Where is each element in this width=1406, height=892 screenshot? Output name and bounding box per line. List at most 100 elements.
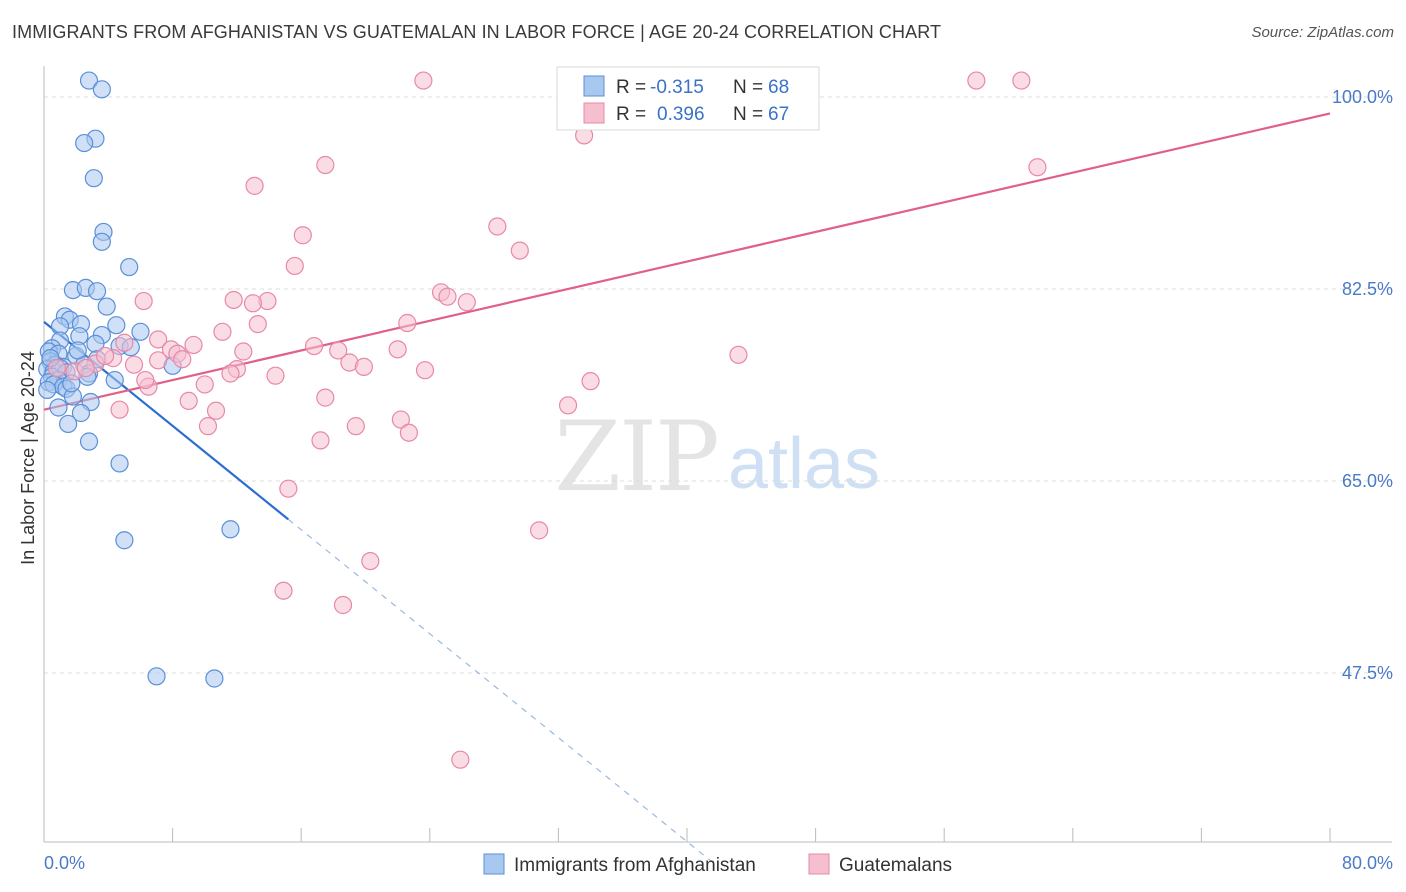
afghanistan-point-1 [92,80,111,99]
guatemalan-point-40 [266,366,285,385]
afghanistan-point-52 [79,432,99,451]
y-tick-label-1: 82.5% [1342,279,1393,299]
guatemalan-point-53 [311,431,330,450]
guatemalan-point-59 [451,750,470,769]
guatemalan-point-38 [47,358,66,378]
legend-r-value-1: -0.315 [650,77,704,98]
guatemalan-point-26 [388,340,407,359]
guatemalan-point-42 [195,375,214,394]
afghanistan-point-10 [87,282,107,301]
x-tick-labels: 0.0% 80.0% [44,853,1393,873]
series-legend: Immigrants from Afghanistan Guatemalans [483,853,952,876]
y-tick-label-2: 65.0% [1342,471,1393,491]
afghanistan-trend-extension [287,518,712,862]
bottom-legend-afghanistan: Immigrants from Afghanistan [514,855,756,876]
guatemalan-point-47 [110,400,129,419]
guatemalan-point-5 [316,155,335,175]
legend-r-value-2: 0.396 [657,104,705,125]
legend-swatch-afghanistan [583,75,605,97]
guatemalan-point-44 [316,388,335,407]
guatemalan-point-18 [243,294,263,313]
guatemalan-point-11 [285,256,304,276]
guatemalan-point-19 [398,313,417,333]
legend-r-label-1: R = [616,77,646,98]
legend-swatch-guatemalan [583,102,605,124]
bottom-legend-guatemalan: Guatemalans [839,855,952,876]
guatemalan-trend-line [43,112,1331,411]
guatemalan-point-8 [488,217,507,236]
afghanistan-point-6 [92,232,111,251]
afghanistan-point-54 [221,520,240,539]
guatemalan-point-57 [274,581,293,600]
guatemalan-point-65 [234,342,253,361]
guatemalan-point-54 [279,479,298,498]
afghanistan-point-45 [38,380,57,400]
guatemalan-point-22 [149,330,168,349]
afghanistan-point-61 [68,341,87,360]
guatemalan-point-31 [149,351,168,370]
guatemalan-point-20 [248,315,267,334]
guatemalan-point-48 [206,401,226,420]
afghanistan-point-17 [131,322,150,341]
legend-n-label-1: N = [733,77,763,98]
bottom-legend-swatch-afghanistan [483,853,505,875]
y-tick-label-0: 100.0% [1332,87,1393,107]
guatemalan-point-2 [967,71,986,90]
guatemalan-point-62 [221,364,240,383]
guatemalan-point-6 [1028,158,1047,177]
guatemalan-point-17 [134,291,153,311]
stats-legend: R = -0.315 N = 68 R = 0.396 N = 67 [556,66,820,131]
guatemalan-point-13 [438,287,457,306]
guatemalan-point-37 [415,361,435,380]
afghanistan-point-11 [97,297,116,316]
guatemalan-point-7 [245,176,264,195]
guatemalan-point-34 [124,355,144,374]
legend-n-label-2: N = [733,104,763,125]
guatemalan-point-16 [457,293,476,312]
guatemalan-point-51 [346,417,365,436]
guatemalan-point-0 [414,71,433,90]
guatemalan-point-63 [136,370,155,390]
guatemalan-point-52 [399,423,419,442]
afghanistan-point-46 [105,370,124,390]
y-tick-labels: 100.0% 82.5% 65.0% 47.5% [1332,87,1393,683]
guatemalan-point-10 [510,241,529,260]
guatemalan-point-61 [173,350,192,369]
afghanistan-point-49 [49,398,68,417]
guatemalan-point-58 [333,595,353,615]
guatemalan-point-25 [304,336,324,356]
guatemalan-point-41 [581,372,600,391]
afghanistan-point-55 [115,531,134,550]
y-tick-label-3: 47.5% [1342,663,1393,683]
guatemalan-point-46 [558,396,578,415]
afghanistan-point-16 [107,316,126,335]
afghanistan-point-4 [84,169,103,188]
guatemalan-point-14 [224,290,243,310]
guatemalan-points [47,71,1047,769]
afghanistan-point-57 [205,669,224,688]
afghanistan-point-0 [79,71,99,90]
guatemalan-point-24 [184,335,203,355]
guatemalan-point-66 [329,341,348,360]
guatemalan-point-49 [391,410,410,429]
afghanistan-point-7 [120,257,139,277]
guatemalan-point-35 [354,357,373,376]
afghanistan-point-56 [147,667,166,686]
chart-title: IMMIGRANTS FROM AFGHANISTAN VS GUATEMALA… [12,22,942,42]
guatemalan-point-64 [95,346,115,366]
guatemalan-point-45 [179,391,198,411]
legend-r-label-2: R = [616,104,646,125]
watermark-atlas: atlas [728,424,880,504]
guatemalan-point-3 [1012,71,1031,90]
x-tick-label-0: 0.0% [44,853,85,873]
afghanistan-point-53 [110,454,129,473]
watermark-zip: ZIP [554,401,717,513]
guatemalan-point-55 [530,521,549,540]
guatemalan-point-21 [213,322,232,341]
y-axis-title: In Labor Force | Age 20-24 [18,351,38,565]
afghanistan-point-51 [59,414,78,434]
afghanistan-point-3 [75,133,94,153]
legend-n-value-1: 68 [768,77,789,98]
guatemalan-point-50 [198,417,218,436]
